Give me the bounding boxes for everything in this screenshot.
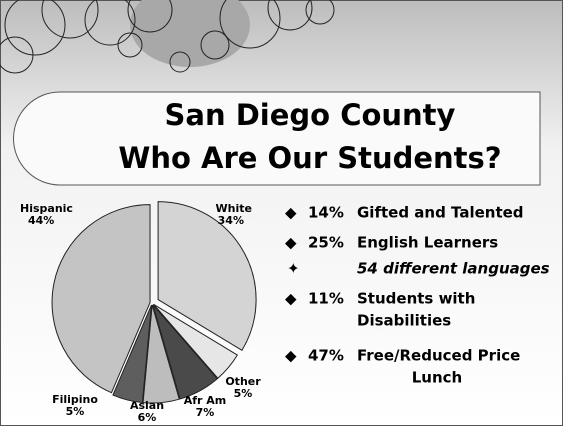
slice-label: 6% xyxy=(138,411,157,424)
bullet-marker: ◆ xyxy=(285,234,297,252)
bullet-text: English Learners xyxy=(357,234,498,252)
sub-bullet-marker: ✦ xyxy=(287,260,300,278)
bullet-percent: 14% xyxy=(308,204,344,222)
slice-label: 34% xyxy=(218,214,244,227)
slide: San Diego County Who Are Our Students? W… xyxy=(0,0,563,426)
title-line: San Diego County xyxy=(165,98,456,132)
slice-label: 5% xyxy=(66,405,85,418)
bullet-text: Disabilities xyxy=(357,312,451,330)
bullet-percent: 47% xyxy=(308,347,344,365)
title-line: Who Are Our Students? xyxy=(118,141,501,175)
bullet-text: Students with xyxy=(357,290,475,308)
sub-bullet: 54 different languages xyxy=(357,260,550,278)
bullet-text: Lunch xyxy=(412,369,463,387)
slice-label: 5% xyxy=(234,387,253,400)
slice-label: 44% xyxy=(28,214,54,227)
bullet-percent: 11% xyxy=(308,290,344,308)
bullet-marker: ◆ xyxy=(285,347,297,365)
slice-label: 7% xyxy=(196,406,215,419)
bullet-text: Gifted and Talented xyxy=(357,204,524,222)
bullet-percent: 25% xyxy=(308,234,344,252)
bullet-marker: ◆ xyxy=(285,290,297,308)
bullet-text: Free/Reduced Price xyxy=(357,347,520,365)
bullet-marker: ◆ xyxy=(285,204,297,222)
